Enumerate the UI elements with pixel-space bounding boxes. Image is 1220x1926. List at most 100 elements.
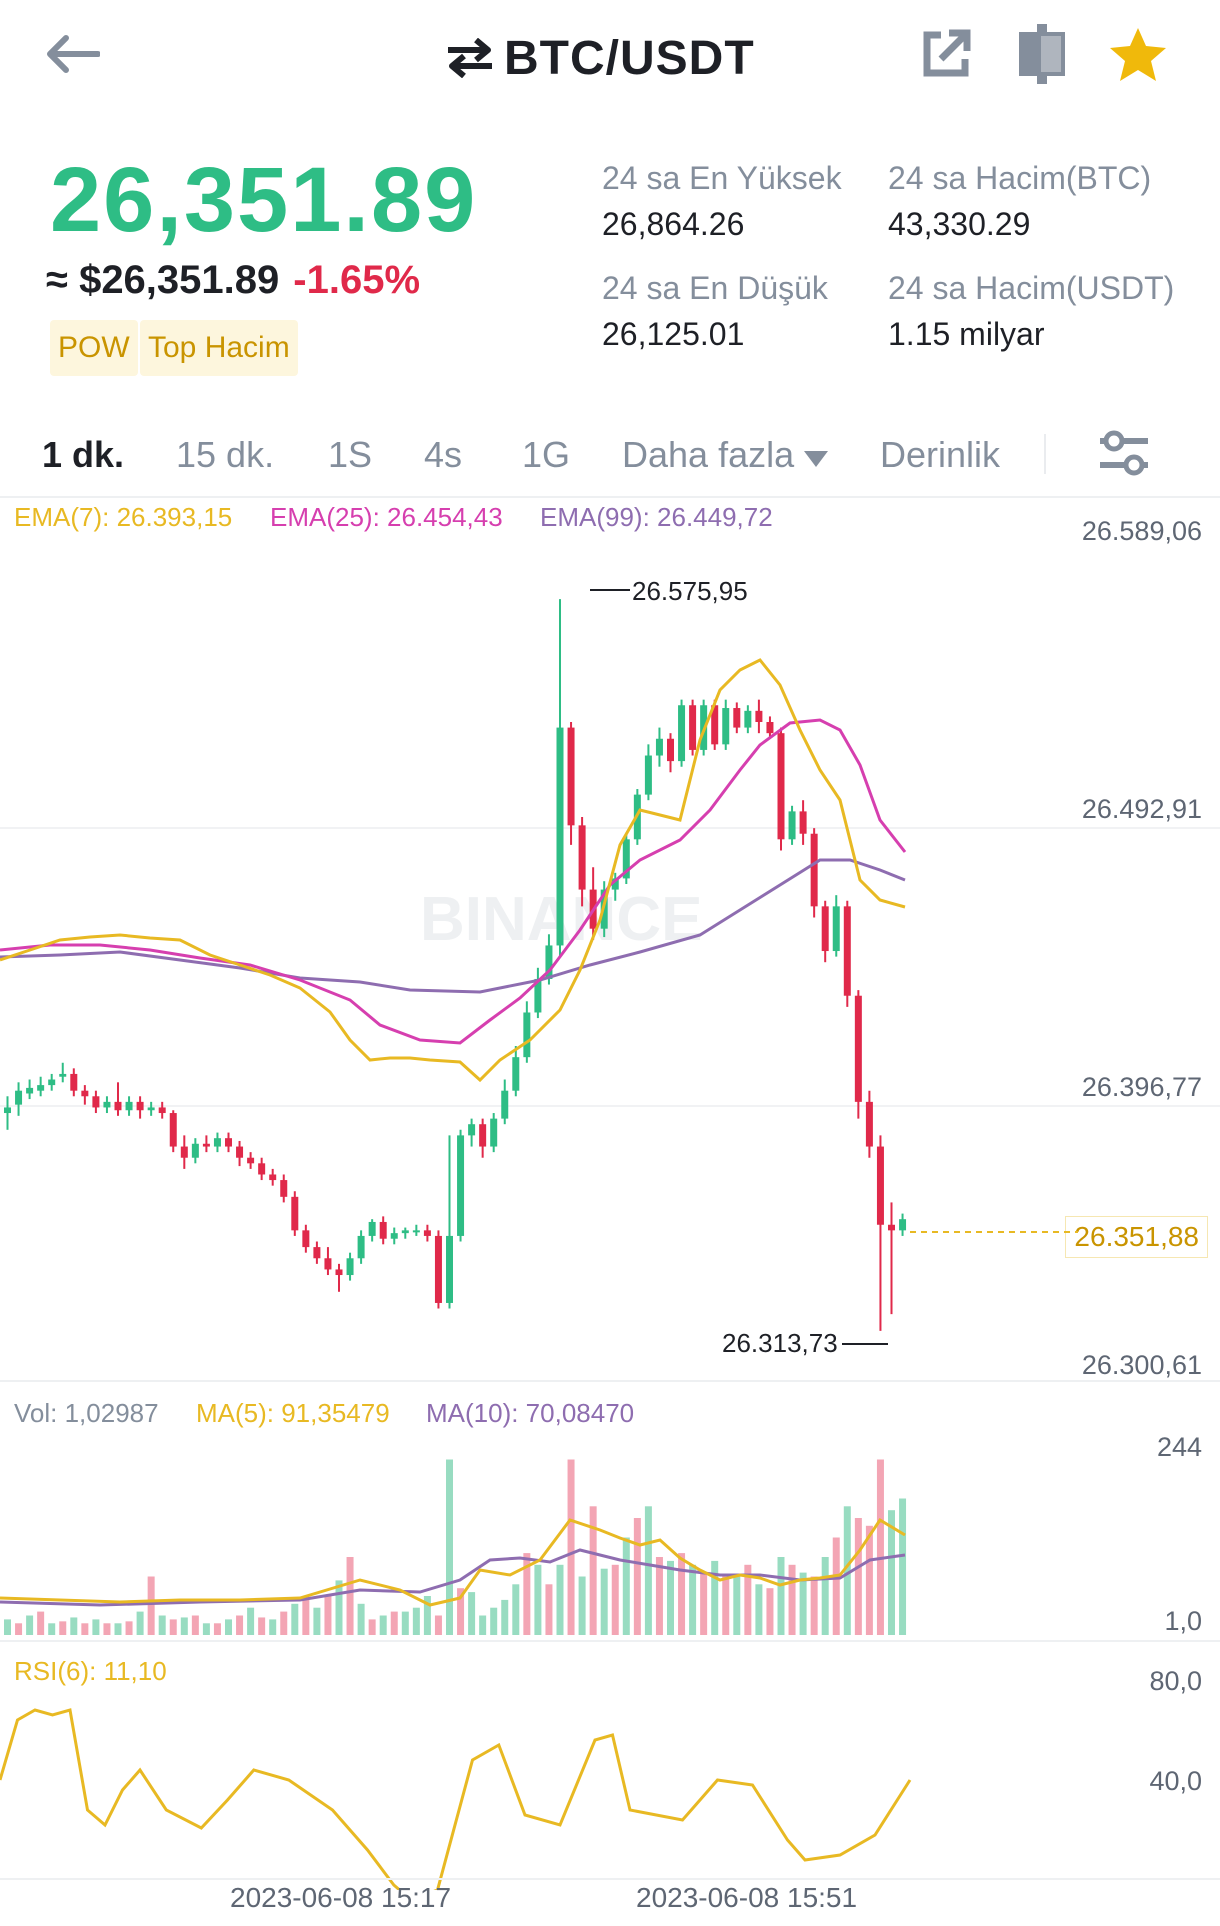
volume-bar (611, 1564, 619, 1635)
candle-body (379, 1221, 387, 1239)
tab-more[interactable]: Daha fazla (622, 434, 829, 476)
volume-bar (446, 1459, 453, 1635)
candle-body (446, 1235, 453, 1303)
volume-bar (302, 1596, 310, 1635)
volume-bar (191, 1615, 199, 1635)
tab-1h[interactable]: 1S (328, 434, 373, 475)
volume-bar (390, 1611, 398, 1635)
tag-top-volume[interactable]: Top Hacim (140, 320, 298, 376)
volume-bar (777, 1557, 785, 1635)
candle-body (335, 1269, 343, 1276)
volume-bar (512, 1584, 520, 1635)
candle-body (368, 1221, 376, 1236)
interval-tabs: 1 dk. 15 dk. 1S 4s 1G Daha fazla Derinli… (0, 420, 1220, 500)
candle-body (788, 811, 796, 840)
volume-chart[interactable] (0, 1430, 1220, 1640)
share-icon[interactable] (914, 22, 978, 86)
volume-bar (490, 1607, 498, 1635)
volume-bar (678, 1553, 686, 1635)
volume-bar (479, 1615, 487, 1635)
volume-bar (501, 1599, 509, 1635)
split-view-icon[interactable] (1010, 22, 1074, 86)
candle-body (799, 811, 807, 834)
volume-bar (832, 1537, 840, 1635)
ema25-line (0, 718, 907, 1045)
ma5-label: MA(5): 91,35479 (196, 1398, 390, 1428)
volume-bar (313, 1607, 321, 1635)
high-label: 24 sa En Yüksek (602, 160, 842, 196)
candle-body (213, 1138, 221, 1147)
ema99-label: EMA(99): 26.449,72 (540, 502, 773, 532)
volume-bar (291, 1603, 299, 1635)
volume-bar (202, 1623, 210, 1635)
volume-bar (379, 1615, 387, 1635)
volume-bar (37, 1611, 45, 1635)
rsi-chart[interactable] (0, 1660, 1220, 1890)
volume-bar (280, 1611, 288, 1635)
tab-depth[interactable]: Derinlik (880, 434, 1001, 475)
volume-bar (534, 1564, 542, 1635)
chart-settings-icon[interactable] (1100, 430, 1148, 481)
volume-bar (423, 1596, 431, 1635)
tag-pow[interactable]: POW (50, 320, 138, 376)
candle-body (744, 710, 752, 728)
candle-body (346, 1258, 354, 1276)
candle-body (236, 1146, 244, 1158)
volume-bar (48, 1623, 56, 1635)
candle-body (501, 1090, 509, 1119)
volume-bar (213, 1623, 221, 1635)
volume-bar (114, 1623, 122, 1635)
candle-body (711, 705, 719, 745)
candlestick-chart[interactable]: BINANCE 26.575,95 26.313,73 (0, 540, 1220, 1380)
time-label: 2023-06-08 15:51 (636, 1882, 858, 1913)
candle-body (843, 906, 851, 996)
candle-body (125, 1101, 133, 1111)
usd-price: ≈ $26,351.89 (46, 258, 280, 302)
candle-body (755, 710, 763, 722)
volume-bar (865, 1525, 873, 1635)
candle-body (434, 1235, 442, 1303)
candle-body (390, 1233, 398, 1239)
vol-usdt-label: 24 sa Hacim(USDT) (888, 270, 1175, 306)
candle-body (247, 1157, 255, 1164)
vol-btc-label: 24 sa Hacim(BTC) (888, 160, 1152, 196)
vol-usdt-value: 1.15 milyar (888, 316, 1045, 352)
volume-bar (457, 1588, 465, 1635)
volume-bar (15, 1623, 23, 1635)
candle-body (147, 1107, 155, 1111)
volume-bar (81, 1623, 89, 1635)
volume-bar (888, 1510, 895, 1635)
grid (0, 827, 1220, 1107)
ema7-line (0, 658, 906, 1083)
volume-bars (4, 1459, 907, 1635)
pair-title[interactable]: BTC/USDT (446, 28, 755, 88)
volume-bar (59, 1621, 67, 1635)
candle-body (490, 1118, 498, 1147)
back-arrow-icon[interactable] (40, 22, 104, 86)
candle-body (324, 1258, 332, 1270)
volume-bar (722, 1576, 730, 1635)
tab-1d[interactable]: 1G (522, 434, 571, 475)
tab-15m[interactable]: 15 dk. (176, 434, 275, 475)
tab-1m[interactable]: 1 dk. (42, 434, 125, 475)
volume-bar (70, 1617, 78, 1635)
volume-bar (92, 1619, 100, 1635)
tab-4h[interactable]: 4s (424, 434, 463, 475)
candle-body (578, 825, 586, 890)
volume-bar (899, 1498, 907, 1635)
caret-down-icon (804, 451, 829, 467)
volume-bar (689, 1564, 697, 1635)
volume-bar (125, 1621, 133, 1635)
volume-bar (755, 1584, 763, 1635)
candle-body (357, 1235, 365, 1259)
tab-divider (1044, 434, 1046, 474)
candle-body (888, 1224, 895, 1231)
volume-bar (147, 1576, 155, 1635)
low-marker: 26.313,73 (722, 1328, 888, 1358)
candle-body (136, 1101, 144, 1111)
candle-body (534, 978, 542, 1013)
candle-body (689, 705, 697, 750)
candle-body (37, 1085, 45, 1091)
volume-bar (169, 1619, 177, 1635)
star-icon[interactable] (1106, 22, 1170, 86)
